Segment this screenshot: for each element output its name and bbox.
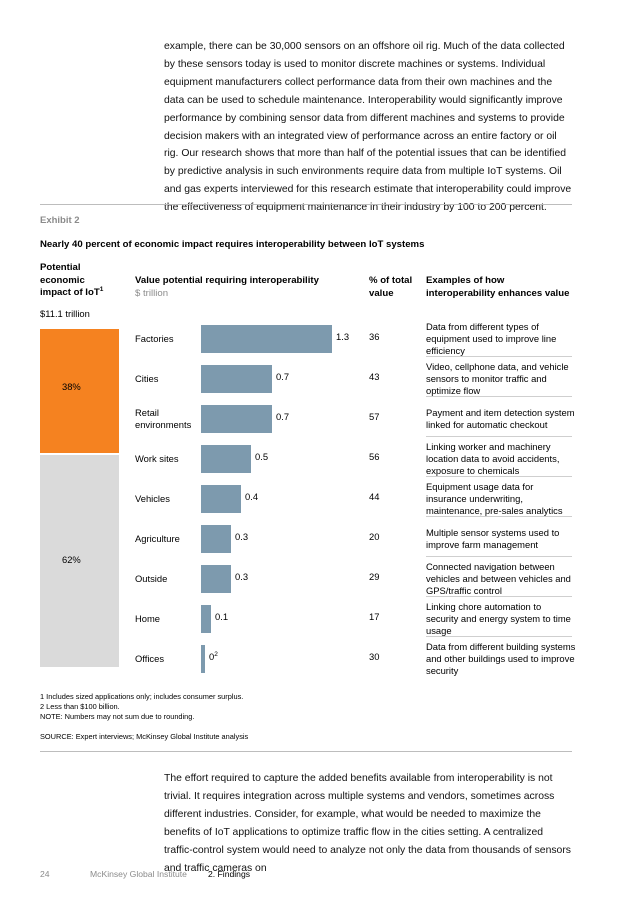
stack-segment-interoperability <box>40 329 119 453</box>
example-text: Linking worker and machinery location da… <box>426 441 560 476</box>
bar <box>201 445 251 473</box>
row-divider <box>426 596 572 597</box>
total-impact: $11.1 trillion <box>40 308 90 319</box>
exhibit-label: Exhibit 2 <box>40 215 80 226</box>
bar <box>201 405 272 433</box>
chart-row: Agriculture 0.3 20 Multiple sensor systems … <box>0 515 636 555</box>
row-divider <box>426 556 572 557</box>
chart-row: Outside 0.3 29 Connected navigation between… <box>0 555 636 596</box>
header-economic-impact: Potential economic impact of IoT1 <box>40 262 104 298</box>
footnote-source: SOURCE: Expert interviews; McKinsey Glob… <box>40 732 249 741</box>
sector-label: Offices <box>135 653 165 664</box>
footnote-2: 2 Less than $100 billion. <box>40 702 120 711</box>
row-divider <box>426 636 572 637</box>
example-text: Equipment usage data for insurance under… <box>426 481 563 516</box>
example-text: Payment and item detection system linked… <box>426 407 575 430</box>
share-other-label: 62% <box>62 554 81 565</box>
sector-label: Work sites <box>135 453 179 464</box>
sector-label: Factories <box>135 333 174 344</box>
example-text: Linking chore automation to security and… <box>426 601 571 636</box>
bar <box>201 325 332 353</box>
chart-row: Home 0.1 17 Linking chore automation to sec… <box>0 595 636 636</box>
pct-of-total: 43 <box>369 371 380 382</box>
pct-of-total: 29 <box>369 571 380 582</box>
chart-row: Work sites 0.5 56 Linking worker and machin… <box>0 435 636 476</box>
bar <box>201 525 231 553</box>
pct-of-total: 36 <box>369 331 380 342</box>
example-text: Connected navigation between vehicles an… <box>426 561 571 596</box>
body-paragraph-bottom: The effort required to capture the added… <box>164 773 571 874</box>
bar <box>201 565 231 593</box>
bar-value-label: 0.5 <box>255 451 269 462</box>
pct-of-total: 17 <box>369 611 380 622</box>
chart-row: Offices 02 30 Data from different building … <box>0 635 636 676</box>
divider-bottom <box>40 751 572 752</box>
header-value-potential: Value potential requiring interoperabili… <box>135 275 319 299</box>
bar-value-label: 0.7 <box>276 411 290 422</box>
chart-row: Factories 1.3 36 Data from different types … <box>0 315 636 356</box>
header-examples: Examples of how interoperability enhance… <box>426 275 570 299</box>
sector-label: Outside <box>135 573 168 584</box>
example-text: Data from different building systems and… <box>426 641 576 676</box>
page-number: 24 <box>40 869 50 879</box>
footer-org: McKinsey Global Institute <box>90 869 187 879</box>
sector-label: Vehicles <box>135 493 170 504</box>
chart-row: Cities 0.7 43 Video, cellphone data, and ve… <box>0 355 636 396</box>
chart-row: Retail environments 0.7 57 Payment and item… <box>0 395 636 435</box>
example-text: Video, cellphone data, and vehicle senso… <box>426 361 569 396</box>
row-divider <box>426 516 572 517</box>
bar-value-label: 02 <box>209 650 218 662</box>
body-paragraph-top: example, there can be 30,000 sensors on … <box>164 41 572 214</box>
sector-label: Agriculture <box>135 533 180 544</box>
bar-value-label: 0.3 <box>235 571 249 582</box>
footer-section: 2. Findings <box>208 869 251 879</box>
bar-value-label: 0.1 <box>215 611 229 622</box>
bar-value-label: 0.7 <box>276 371 290 382</box>
bar <box>201 605 211 633</box>
pct-of-total: 44 <box>369 491 380 502</box>
sector-label: Home <box>135 613 161 624</box>
pct-of-total: 30 <box>369 651 380 662</box>
stack-segment-other <box>40 455 119 667</box>
example-text: Data from different types of equipment u… <box>426 321 557 356</box>
row-divider <box>426 396 572 397</box>
chart-row: Vehicles 0.4 44 Equipment usage data for in… <box>0 475 636 516</box>
row-divider <box>426 436 572 437</box>
bar <box>201 645 205 673</box>
row-divider <box>426 476 572 477</box>
footnote-note: NOTE: Numbers may not sum due to roundin… <box>40 712 195 721</box>
pct-of-total: 20 <box>369 531 380 542</box>
bar-value-label: 0.3 <box>235 531 249 542</box>
header-pct-total: % of total value <box>369 275 413 299</box>
share-interop-label: 38% <box>62 381 81 392</box>
footnote-ref-2: 2 <box>214 650 218 658</box>
exhibit-title: Nearly 40 percent of economic impact req… <box>40 239 425 250</box>
sector-label: Cities <box>135 373 159 384</box>
example-text: Multiple sensor systems used to improve … <box>426 527 560 550</box>
bar-value-label: 1.3 <box>336 331 350 342</box>
sector-label: Retail environments <box>135 407 192 430</box>
divider-top <box>40 204 572 205</box>
footnote-1: 1 Includes sized applications only; incl… <box>40 692 244 701</box>
bar-value-label: 0.4 <box>245 491 259 502</box>
pct-of-total: 56 <box>369 451 380 462</box>
bar <box>201 485 241 513</box>
pct-of-total: 57 <box>369 411 380 422</box>
row-divider <box>426 356 572 357</box>
bar <box>201 365 272 393</box>
